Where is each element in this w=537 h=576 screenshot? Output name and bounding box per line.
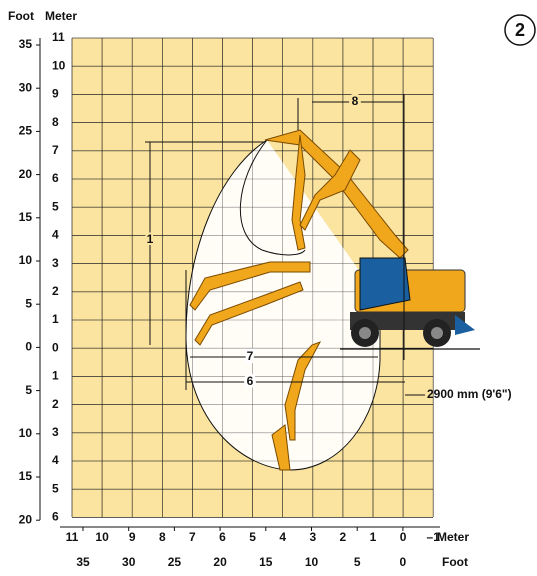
meter-tick-label: 11 [66, 530, 79, 544]
meter-tick-label: 4 [52, 228, 59, 242]
axis-title: Foot [442, 555, 468, 569]
dimension-label: 8 [352, 94, 359, 108]
dimension-label: 1 [147, 232, 154, 246]
meter-tick-label: 2 [52, 284, 59, 298]
axis-title: Meter [45, 9, 77, 23]
meter-tick-label: 6 [52, 171, 59, 185]
meter-tick-label: 0 [52, 340, 59, 354]
feet-tick-label: 15 [19, 210, 33, 224]
meter-tick-label: 5 [249, 530, 256, 544]
meter-tick-label: 7 [189, 530, 196, 544]
excavator [350, 257, 475, 347]
meter-tick-label: 9 [52, 87, 59, 101]
badge: 2 [515, 20, 525, 40]
meter-tick-label: 3 [52, 425, 59, 439]
feet-tick-label: 15 [259, 555, 273, 569]
feet-tick-label: 10 [305, 555, 319, 569]
meter-tick-label: 10 [52, 58, 66, 72]
feet-tick-label: 0 [25, 340, 32, 354]
meter-tick-label: 6 [52, 510, 59, 524]
feet-tick-label: 35 [76, 555, 90, 569]
inner-envelope [240, 139, 306, 256]
meter-tick-label: 8 [159, 530, 166, 544]
boom-positions [189, 129, 409, 471]
meter-tick-label: 3 [52, 256, 59, 270]
feet-tick-label: 30 [19, 80, 33, 94]
feet-tick-label: 5 [25, 383, 32, 397]
meter-tick-label: 7 [52, 143, 59, 157]
meter-tick-label: 8 [52, 115, 59, 129]
dimension-lines [145, 94, 425, 396]
feet-tick-label: 30 [122, 555, 136, 569]
meter-tick-label: 5 [52, 199, 59, 213]
axis-title: Foot [8, 9, 34, 23]
feet-tick-label: 20 [213, 555, 227, 569]
feet-tick-label: 20 [19, 167, 33, 181]
feet-tick-label: 35 [19, 37, 33, 51]
meter-tick-label: 3 [309, 530, 316, 544]
dimension-label: 6 [247, 374, 254, 388]
dimension-label: 7 [247, 349, 254, 363]
axis-title: Meter [437, 530, 469, 544]
meter-tick-label: 11 [52, 30, 65, 44]
meter-tick-label: 2 [52, 397, 59, 411]
meter-tick-label: 6 [219, 530, 226, 544]
badge-circle [504, 14, 536, 46]
feet-tick-label: 20 [19, 512, 33, 526]
meter-tick-label: 1 [52, 369, 59, 383]
feet-tick-label: 0 [400, 555, 407, 569]
feet-tick-label: 25 [168, 555, 182, 569]
feet-tick-label: 5 [354, 555, 361, 569]
meter-tick-label: –1 [427, 530, 441, 544]
meter-tick-label: 4 [52, 453, 59, 467]
feet-tick-label: 10 [19, 426, 33, 440]
feet-tick-label: 15 [19, 469, 33, 483]
clearance-label: 2900 mm (9'6") [427, 387, 512, 401]
meter-tick-label: 5 [52, 481, 59, 495]
feet-tick-label: 25 [19, 124, 33, 138]
meter-tick-label: 0 [400, 530, 407, 544]
feet-tick-label: 5 [25, 296, 32, 310]
meter-tick-label: 2 [340, 530, 347, 544]
meter-tick-label: 10 [95, 530, 109, 544]
feet-tick-label: 10 [19, 253, 33, 267]
meter-tick-label: 1 [52, 312, 59, 326]
meter-tick-label: 9 [129, 530, 136, 544]
meter-tick-label: 1 [370, 530, 377, 544]
meter-tick-label: 4 [279, 530, 286, 544]
